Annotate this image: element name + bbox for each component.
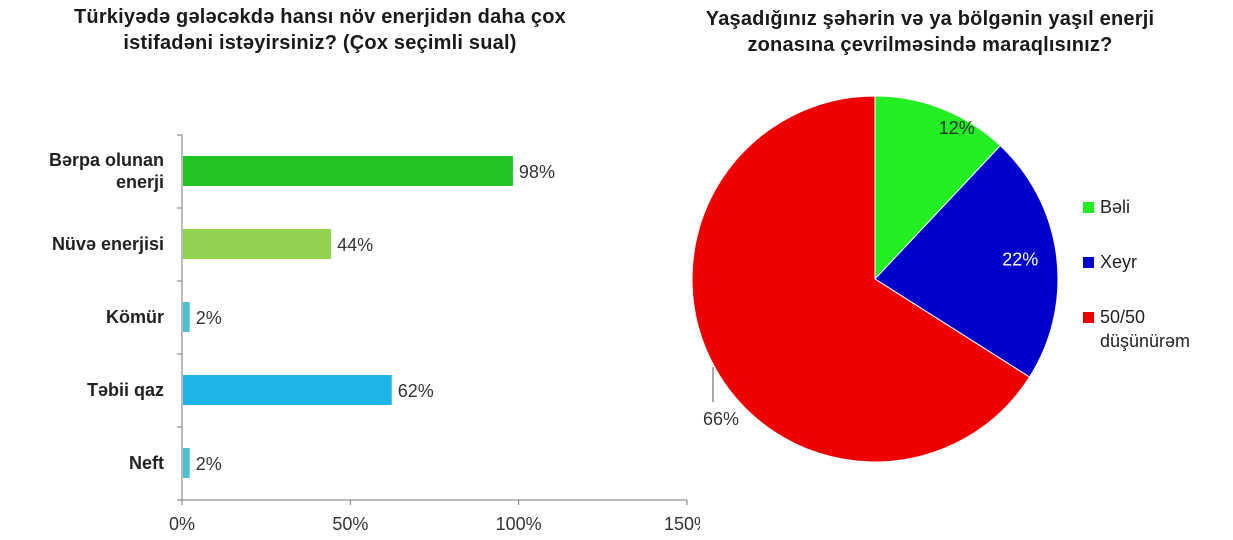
legend-label: 50/50 düşünürəm <box>1100 307 1190 351</box>
pie-value-label: 66% <box>703 409 739 429</box>
pie-value-label: 22% <box>1002 250 1038 270</box>
pie-slice <box>874 144 1059 378</box>
bar <box>183 156 513 186</box>
pie-value-label: 12% <box>939 118 975 138</box>
legend-swatch <box>1083 202 1094 213</box>
bar <box>183 229 332 259</box>
bar-value-label: 98% <box>519 162 555 182</box>
pie-chart-title: Yaşadığınız şəhərin və ya bölgənin yaşıl… <box>705 8 1155 56</box>
x-tick-label: 50% <box>332 514 368 534</box>
pie-slice <box>874 95 1001 281</box>
bar-value-label: 2% <box>196 308 222 328</box>
x-tick-label: 100% <box>496 514 542 534</box>
bar-value-label: 62% <box>398 381 434 401</box>
category-label: Neft <box>129 453 164 473</box>
legend-label: Xeyr <box>1100 252 1137 272</box>
bar-chart-title: Türkiyədə gələcəkdə hansı növ enerjidən … <box>73 6 566 54</box>
category-label: Bərpa olunan enerji <box>49 150 164 192</box>
category-label: Nüvə enerjisi <box>52 234 164 254</box>
legend-swatch <box>1083 257 1094 268</box>
category-label: Kömür <box>106 307 164 327</box>
bar <box>183 448 190 478</box>
category-label: Təbii qaz <box>87 380 164 400</box>
legend-swatch <box>1083 312 1094 323</box>
bar-value-label: 2% <box>196 454 222 474</box>
x-tick-label: 0% <box>169 514 195 534</box>
legend-label: Bəli <box>1100 197 1130 217</box>
bar <box>183 302 190 332</box>
x-tick-label: 150% <box>664 514 700 534</box>
bar-value-label: 44% <box>337 235 373 255</box>
bar <box>183 375 392 405</box>
pie-slice <box>691 95 1031 463</box>
